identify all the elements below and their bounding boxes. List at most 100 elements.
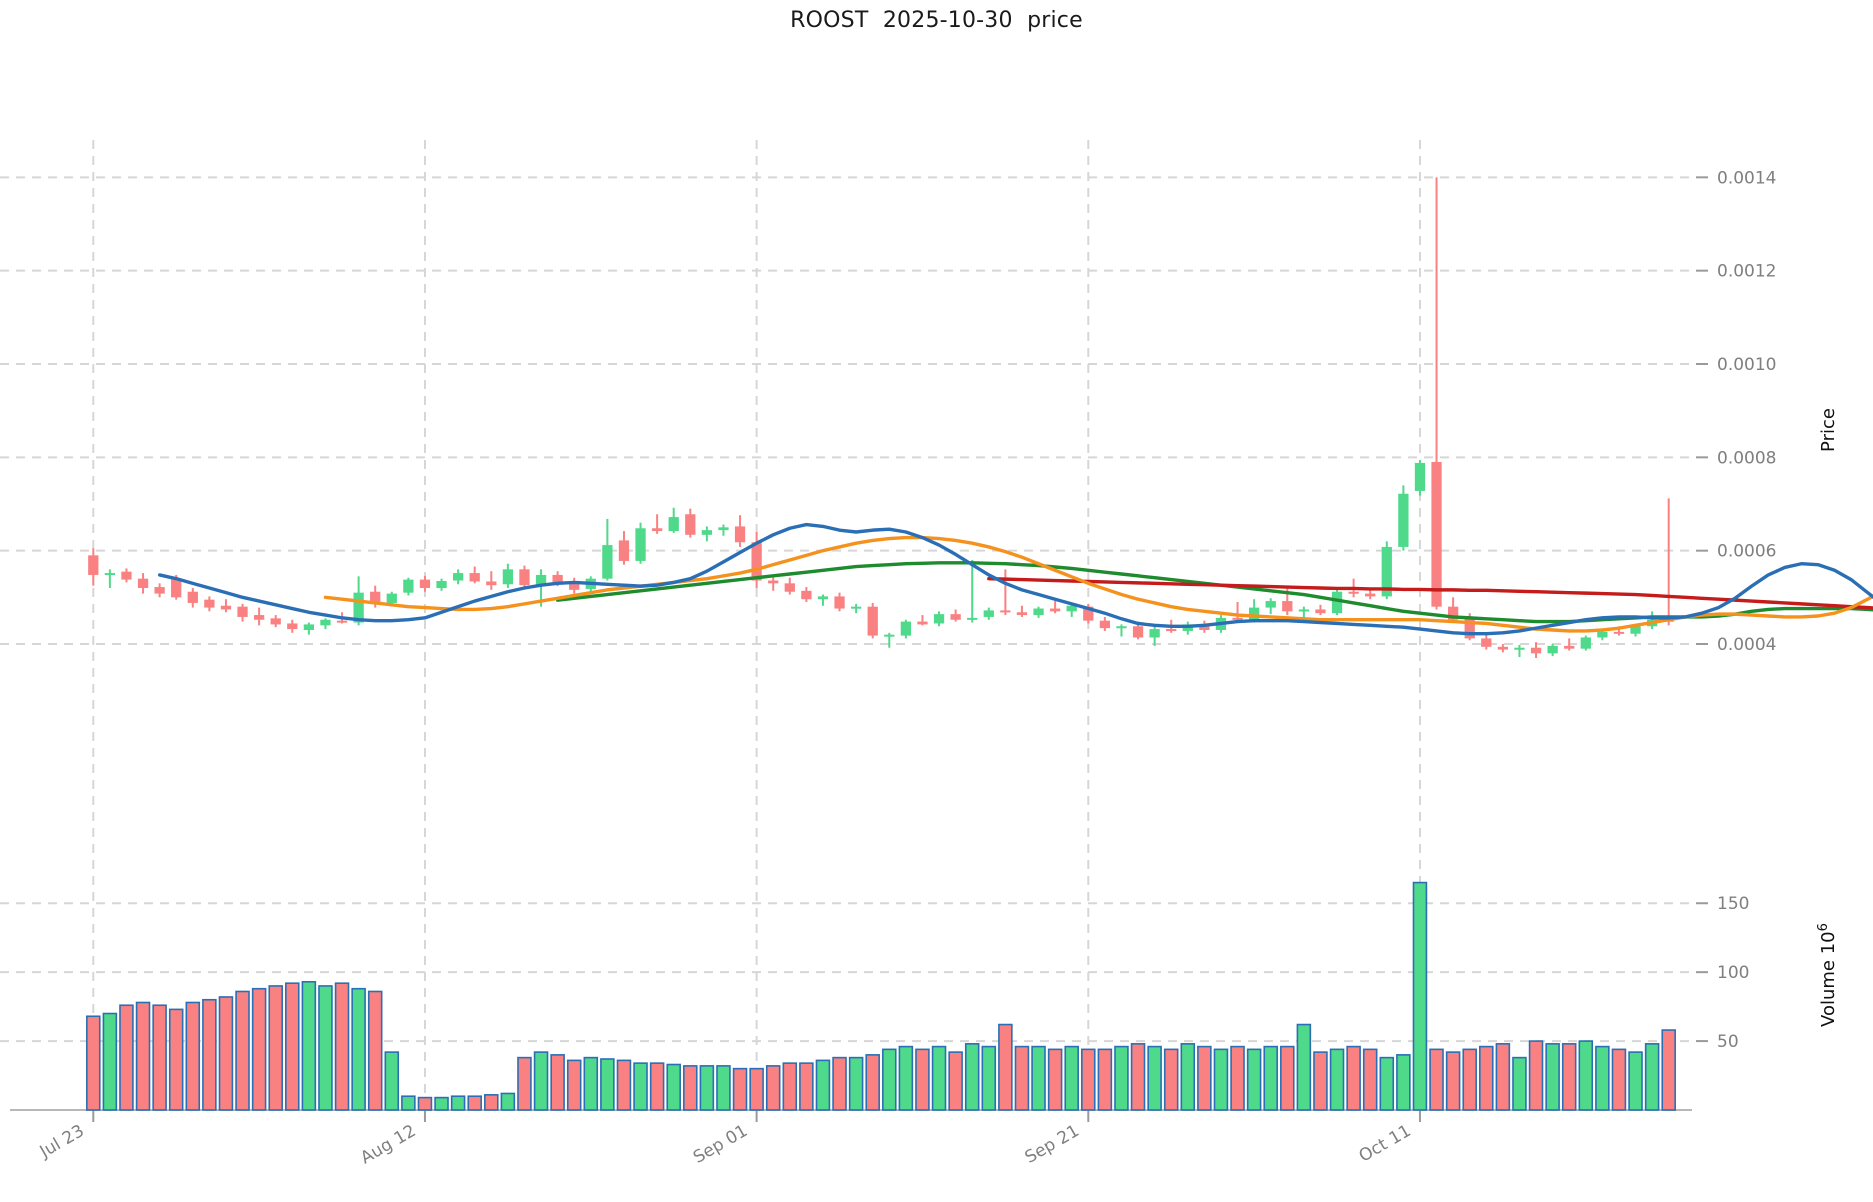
candle-body[interactable]	[1149, 629, 1160, 638]
candle-body[interactable]	[1530, 647, 1542, 654]
candle-body[interactable]	[917, 621, 928, 625]
volume-bar[interactable]	[401, 1095, 416, 1111]
volume-bar[interactable]	[334, 982, 350, 1111]
volume-bar[interactable]	[517, 1056, 532, 1111]
volume-bar[interactable]	[484, 1094, 499, 1111]
candle-body[interactable]	[287, 623, 298, 630]
candle-body[interactable]	[1381, 546, 1392, 597]
volume-bar[interactable]	[683, 1065, 698, 1111]
candle-body[interactable]	[386, 593, 397, 603]
candle-body[interactable]	[121, 571, 132, 580]
volume-bar[interactable]	[1130, 1043, 1146, 1111]
volume-bar[interactable]	[848, 1056, 864, 1111]
candle-body[interactable]	[88, 555, 99, 575]
candle-body[interactable]	[1481, 638, 1492, 647]
candle-body[interactable]	[1564, 645, 1575, 649]
volume-bar[interactable]	[1396, 1054, 1411, 1111]
candle-body[interactable]	[1331, 591, 1343, 614]
volume-bar[interactable]	[981, 1045, 997, 1111]
candle-body[interactable]	[884, 634, 895, 637]
candle-body[interactable]	[535, 574, 547, 586]
volume-bar[interactable]	[251, 987, 267, 1111]
volume-bar[interactable]	[583, 1056, 599, 1111]
volume-bar[interactable]	[832, 1056, 847, 1111]
candle-body[interactable]	[154, 587, 165, 594]
candle-body[interactable]	[519, 569, 530, 586]
volume-bars-group[interactable]	[86, 881, 1676, 1111]
candle-body[interactable]	[651, 528, 663, 532]
candle-body[interactable]	[237, 606, 248, 617]
volume-bar[interactable]	[1263, 1045, 1278, 1111]
candle-body[interactable]	[569, 583, 580, 590]
volume-bar[interactable]	[1230, 1045, 1245, 1111]
candle-body[interactable]	[751, 542, 762, 581]
candle-body[interactable]	[950, 614, 961, 620]
volume-bar[interactable]	[882, 1048, 897, 1111]
volume-bar[interactable]	[600, 1058, 615, 1111]
candle-body[interactable]	[685, 514, 696, 535]
volume-bar[interactable]	[1561, 1043, 1577, 1111]
candle-body[interactable]	[618, 540, 630, 561]
volume-bar[interactable]	[1661, 1029, 1676, 1111]
volume-bar[interactable]	[235, 990, 250, 1111]
candle-body[interactable]	[784, 583, 795, 592]
candle-body[interactable]	[1398, 493, 1409, 547]
volume-bar[interactable]	[1445, 1051, 1461, 1111]
volume-bar[interactable]	[782, 1062, 798, 1111]
candle-body[interactable]	[1166, 629, 1177, 632]
volume-bar[interactable]	[434, 1096, 449, 1111]
volume-bar[interactable]	[915, 1048, 930, 1111]
candle-body[interactable]	[817, 596, 829, 600]
volume-bar[interactable]	[964, 1043, 980, 1111]
volume-bar[interactable]	[633, 1062, 648, 1111]
volume-bar[interactable]	[1014, 1045, 1030, 1111]
candle-body[interactable]	[1414, 462, 1426, 491]
candle-body[interactable]	[452, 573, 464, 581]
candle-body[interactable]	[187, 591, 198, 603]
volume-bar[interactable]	[1213, 1048, 1229, 1111]
volume-bar[interactable]	[1412, 881, 1428, 1111]
volume-bar[interactable]	[1031, 1045, 1046, 1111]
candle-body[interactable]	[403, 579, 414, 593]
volume-bar[interactable]	[799, 1062, 814, 1111]
volume-bar[interactable]	[765, 1065, 781, 1111]
volume-bar[interactable]	[616, 1059, 632, 1111]
volume-bar[interactable]	[666, 1063, 681, 1111]
volume-bar[interactable]	[1462, 1048, 1477, 1111]
candle-body[interactable]	[419, 579, 431, 588]
candle-body[interactable]	[336, 620, 348, 623]
volume-bar[interactable]	[815, 1059, 831, 1111]
candle-body[interactable]	[1232, 617, 1243, 620]
volume-bar[interactable]	[1479, 1045, 1494, 1111]
volume-bar[interactable]	[1313, 1051, 1328, 1111]
candle-body[interactable]	[137, 578, 149, 588]
candle-body[interactable]	[1083, 606, 1094, 621]
volume-bar[interactable]	[301, 981, 317, 1111]
volume-bar[interactable]	[1064, 1045, 1079, 1111]
volume-bar[interactable]	[417, 1096, 433, 1111]
candle-body[interactable]	[486, 581, 497, 586]
volume-bar[interactable]	[1081, 1048, 1096, 1111]
candle-body[interactable]	[1132, 626, 1144, 638]
volume-bar[interactable]	[1346, 1045, 1361, 1111]
candle-body[interactable]	[1199, 624, 1210, 630]
candle-body[interactable]	[502, 569, 514, 585]
volume-bar[interactable]	[1329, 1048, 1345, 1111]
candle-body[interactable]	[967, 617, 978, 620]
volume-bar[interactable]	[948, 1051, 963, 1111]
volume-bar[interactable]	[1296, 1023, 1312, 1111]
candle-body[interactable]	[104, 573, 116, 576]
volume-bar[interactable]	[1595, 1045, 1610, 1111]
volume-bar[interactable]	[898, 1045, 914, 1111]
candle-body[interactable]	[1282, 601, 1293, 612]
volume-bar[interactable]	[1379, 1056, 1395, 1111]
candle-body[interactable]	[552, 574, 563, 584]
volume-bar[interactable]	[450, 1095, 466, 1111]
volume-bar[interactable]	[1147, 1045, 1162, 1111]
candle-body[interactable]	[1597, 631, 1608, 638]
candle-body[interactable]	[768, 580, 779, 584]
volume-bar[interactable]	[1644, 1043, 1660, 1111]
candle-body[interactable]	[933, 614, 945, 624]
candle-body[interactable]	[469, 573, 480, 582]
volume-bar[interactable]	[732, 1067, 748, 1111]
